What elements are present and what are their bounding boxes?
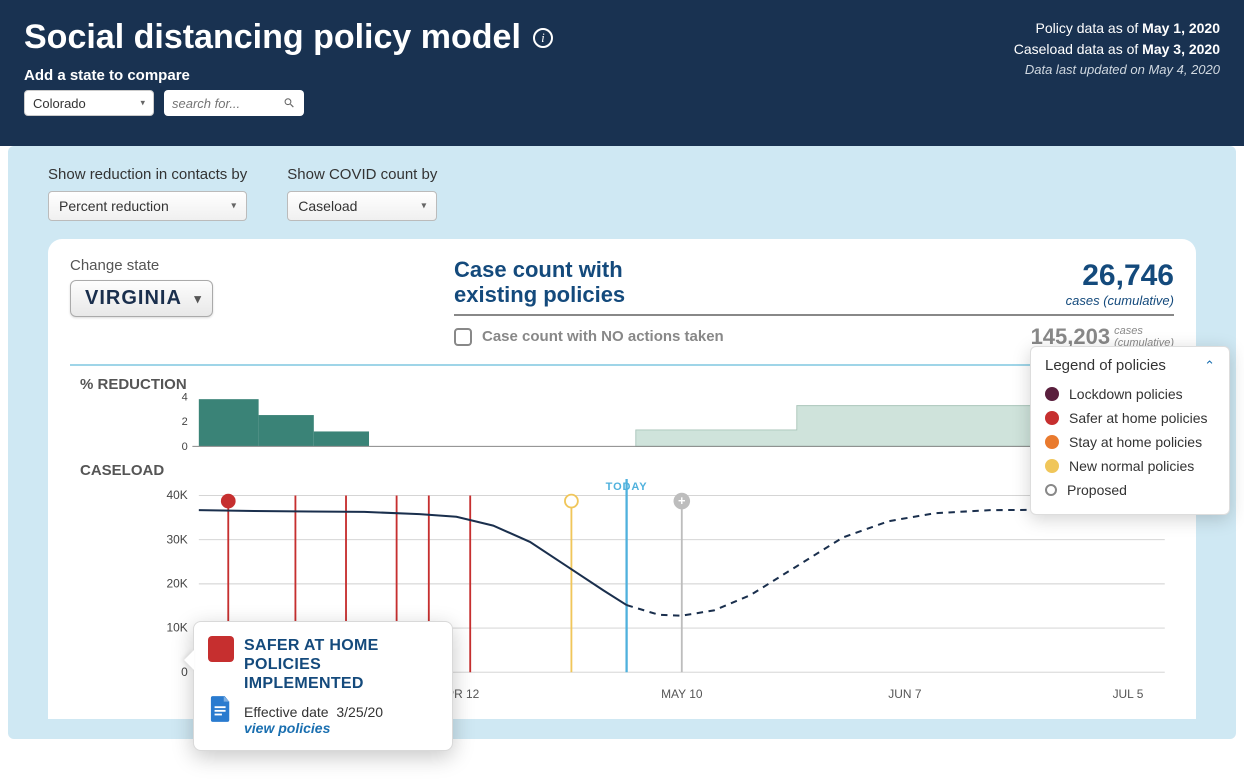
svg-text:+: + [678,493,686,508]
svg-text:40K: 40K [167,489,188,503]
legend-item: Lockdown policies [1045,382,1215,406]
legend-item: Safer at home policies [1045,406,1215,430]
svg-text:30K: 30K [167,533,188,547]
reduction-chart: 4 2 0 [70,393,1174,453]
noaction-checkbox[interactable] [454,328,472,346]
tooltip-view-link[interactable]: view policies [244,720,436,736]
info-icon[interactable]: i [533,28,553,48]
legend-label: Proposed [1067,482,1127,498]
existing-count-value: 26,746 [1066,259,1174,293]
compare-state-select[interactable]: Colorado [24,90,154,116]
policy-tooltip: SAFER AT HOME POLICIES IMPLEMENTED Effec… [193,621,453,751]
document-icon [210,696,232,722]
existing-count-title: Case count withexisting policies [454,257,625,308]
existing-count-sub: cases (cumulative) [1066,293,1174,308]
covid-filter-select[interactable]: Caseload [287,191,437,221]
chevron-up-icon[interactable]: ⌃ [1204,358,1215,374]
svg-text:JUL 5: JUL 5 [1113,687,1144,701]
legend-dot-icon [1045,484,1057,496]
tooltip-color-swatch [208,636,234,662]
legend-item: Proposed [1045,478,1215,502]
covid-filter-label: Show COVID count by [287,166,437,183]
data-freshness: Policy data as of May 1, 2020 Caseload d… [1014,18,1220,80]
svg-text:2: 2 [182,416,188,428]
legend-item: New normal policies [1045,454,1215,478]
tooltip-date: Effective date 3/25/20 [244,704,436,720]
legend-dot-icon [1045,387,1059,401]
page-title: Social distancing policy model [24,18,521,57]
svg-text:0: 0 [182,441,188,453]
svg-text:10K: 10K [167,621,188,635]
state-label: Change state [70,257,213,274]
svg-text:MAY 10: MAY 10 [661,687,703,701]
legend-label: Stay at home policies [1069,434,1202,450]
tooltip-title: SAFER AT HOME POLICIES IMPLEMENTED [244,636,436,694]
search-icon [283,96,296,110]
legend-label: New normal policies [1069,458,1194,474]
search-input[interactable] [172,96,283,111]
search-input-wrap[interactable] [164,90,304,116]
reduction-filter-label: Show reduction in contacts by [48,166,247,183]
svg-text:JUN 7: JUN 7 [888,687,922,701]
legend-dot-icon [1045,459,1059,473]
legend-label: Lockdown policies [1069,386,1183,402]
legend-label: Safer at home policies [1069,410,1208,426]
svg-text:4: 4 [182,393,188,403]
legend-dot-icon [1045,411,1059,425]
svg-text:20K: 20K [167,577,188,591]
state-select[interactable]: VIRGINIA [70,280,213,317]
caseload-section-label: CASELOAD [80,462,1174,479]
legend-item: Stay at home policies [1045,430,1215,454]
reduction-section-label: % REDUCTION [80,376,1174,393]
legend-dot-icon [1045,435,1059,449]
reduction-filter-select[interactable]: Percent reduction [48,191,247,221]
legend-panel: Legend of policies ⌃ Lockdown policies Sa… [1030,346,1230,515]
legend-title: Legend of policies [1045,357,1166,374]
noaction-label: Case count with NO actions taken [482,328,724,345]
